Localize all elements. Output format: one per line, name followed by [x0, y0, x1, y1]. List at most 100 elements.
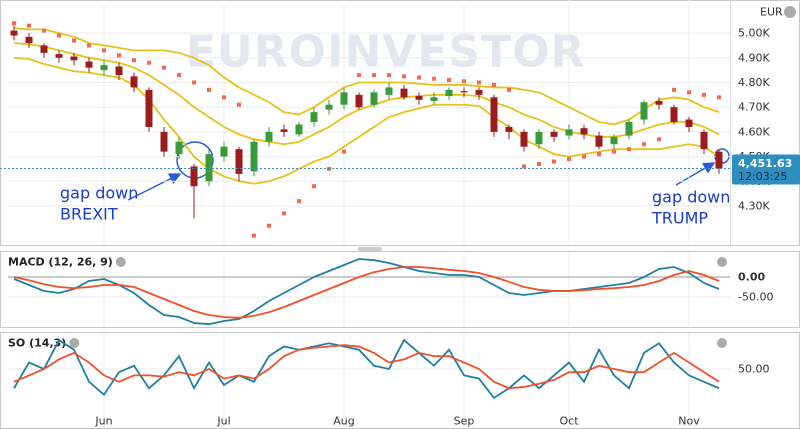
candle-body — [370, 92, 378, 105]
sar-dot — [342, 149, 346, 154]
sar-dot — [27, 23, 31, 28]
candle-body — [400, 88, 408, 98]
y-tick-label: 4.70K — [738, 101, 770, 114]
sar-dot — [687, 90, 691, 95]
currency: EUR — [760, 6, 783, 19]
sar-dot — [567, 157, 571, 162]
candle-body — [520, 131, 528, 147]
sar-dot — [582, 154, 586, 159]
candle-body — [580, 128, 588, 135]
y-tick-label: 4.60K — [738, 125, 770, 138]
last-price-box — [732, 154, 800, 185]
x-tick-label: Aug — [333, 415, 354, 428]
candle-body — [205, 154, 213, 182]
sar-dot — [537, 161, 541, 166]
annotation: TRUMP — [651, 209, 708, 228]
candle-body — [385, 87, 393, 95]
macd-panel — [0, 251, 800, 328]
sar-dot — [642, 142, 646, 147]
candle-body — [10, 30, 18, 36]
sar-dot — [522, 164, 526, 169]
candle-body — [175, 141, 183, 155]
y-tick-label: -50.00 — [738, 291, 773, 304]
sar-dot — [87, 43, 91, 48]
candle-body — [475, 89, 483, 95]
sar-dot — [57, 33, 61, 38]
settings-icon[interactable] — [69, 338, 80, 348]
sar-dot — [312, 184, 316, 189]
series-line — [13, 27, 720, 126]
candle-body — [40, 45, 48, 53]
sar-dot — [387, 73, 391, 78]
candle-body — [535, 131, 543, 145]
candle-body — [565, 129, 573, 136]
candle-body — [310, 112, 318, 123]
candle-body — [460, 91, 468, 93]
series-line — [13, 338, 720, 400]
sar-dot — [147, 60, 151, 65]
candle-body — [355, 94, 363, 108]
sar-dot — [717, 95, 721, 100]
candle-body — [70, 56, 78, 61]
panel-title: MACD (12, 26, 9) — [8, 256, 113, 269]
candle-body — [670, 107, 678, 123]
candle-body — [340, 92, 348, 105]
candle-body — [505, 126, 513, 132]
candle-body — [250, 141, 258, 172]
sar-dot — [672, 87, 676, 92]
candle-body — [595, 135, 603, 147]
candle-body — [100, 65, 108, 71]
sar-dot — [267, 223, 271, 228]
sar-dot — [702, 92, 706, 97]
sar-dot — [417, 75, 421, 80]
y-tick-label: 4.80K — [738, 76, 770, 89]
candle-body — [700, 131, 708, 150]
candle-body — [85, 61, 93, 68]
series-line — [13, 344, 720, 390]
sar-dot — [372, 73, 376, 78]
sar-dot — [117, 53, 121, 58]
sar-dot — [612, 149, 616, 154]
last-time: 12:03:25 — [738, 170, 787, 183]
candle-body — [25, 36, 33, 43]
resize-handle[interactable] — [358, 247, 382, 251]
candle-body — [115, 66, 123, 76]
close-icon[interactable] — [717, 257, 727, 267]
sar-dot — [627, 147, 631, 152]
candle-body — [130, 76, 138, 88]
candle-body — [430, 97, 438, 102]
x-tick-label: Jun — [94, 415, 112, 428]
series-line — [13, 266, 720, 319]
sar-dot — [297, 199, 301, 204]
sar-dot — [402, 74, 406, 79]
sar-dot — [192, 80, 196, 85]
settings-icon[interactable] — [784, 6, 796, 18]
sar-dot — [477, 80, 481, 85]
sar-dot — [432, 76, 436, 81]
sar-dot — [72, 38, 76, 43]
sar-dot — [132, 58, 136, 63]
sar-dot — [657, 137, 661, 142]
last-price: 4,451.63 — [738, 157, 792, 170]
sar-dot — [12, 21, 16, 26]
candle-body — [610, 136, 618, 145]
candle-body — [625, 122, 633, 136]
sar-dot — [222, 95, 226, 100]
candle-body — [55, 54, 63, 58]
panel-title: SO (14,3) — [8, 337, 66, 350]
x-tick-label: Oct — [559, 415, 579, 428]
settings-icon[interactable] — [115, 257, 126, 267]
sar-dot — [552, 159, 556, 164]
candle-body — [655, 101, 663, 105]
candle-body — [325, 104, 333, 110]
close-icon[interactable] — [717, 338, 727, 348]
sar-dot — [102, 48, 106, 53]
sar-dot — [177, 73, 181, 78]
brexit-arrow — [127, 173, 182, 201]
candle-body — [295, 124, 303, 135]
candle-body — [715, 151, 723, 169]
candle-body — [265, 131, 273, 142]
candle-body — [235, 149, 243, 174]
sar-dot — [252, 233, 256, 238]
annotation: BREXIT — [60, 205, 118, 224]
